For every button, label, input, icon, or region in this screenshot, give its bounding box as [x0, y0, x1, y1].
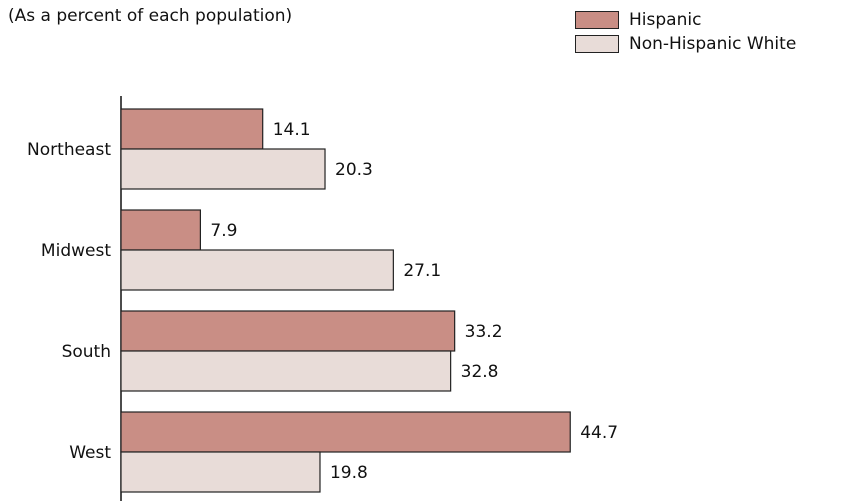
bar-south-hispanic	[120, 310, 456, 352]
legend-label-hispanic: Hispanic	[629, 10, 702, 30]
value-label-northeast-hispanic: 14.1	[273, 120, 311, 140]
value-label-northeast-non-hispanic-white: 20.3	[335, 160, 373, 180]
bar-northeast-hispanic	[120, 108, 264, 150]
legend-label-non-hispanic-white: Non-Hispanic White	[629, 34, 797, 54]
legend-swatch-non-hispanic-white	[575, 35, 619, 53]
value-label-west-non-hispanic-white: 19.8	[330, 463, 368, 483]
category-label-midwest: Midwest	[41, 241, 111, 261]
category-label-northeast: Northeast	[27, 140, 111, 160]
legend-item-non-hispanic-white: Non-Hispanic White	[575, 32, 796, 56]
bar-northeast-non-hispanic-white	[120, 148, 326, 190]
category-label-south: South	[62, 342, 111, 362]
value-label-west-hispanic: 44.7	[580, 423, 618, 443]
chart-subtitle: (As a percent of each population)	[8, 6, 293, 26]
bar-west-hispanic	[120, 411, 571, 453]
value-label-midwest-hispanic: 7.9	[210, 221, 237, 241]
value-label-south-non-hispanic-white: 32.8	[461, 362, 499, 382]
bar-south-non-hispanic-white	[120, 350, 452, 392]
legend-item-hispanic: Hispanic	[575, 8, 796, 32]
value-label-south-hispanic: 33.2	[465, 322, 503, 342]
bars-group: Northeast 14.1 20.3 Midwest 7.9 27.1 South 33.2…	[27, 108, 618, 493]
bar-midwest-non-hispanic-white	[120, 249, 394, 291]
legend-swatch-hispanic	[575, 11, 619, 29]
bar-west-non-hispanic-white	[120, 451, 321, 493]
bar-midwest-hispanic	[120, 209, 201, 251]
value-label-midwest-non-hispanic-white: 27.1	[403, 261, 441, 281]
category-label-west: West	[69, 443, 111, 463]
chart-legend: Hispanic Non-Hispanic White	[575, 8, 796, 56]
